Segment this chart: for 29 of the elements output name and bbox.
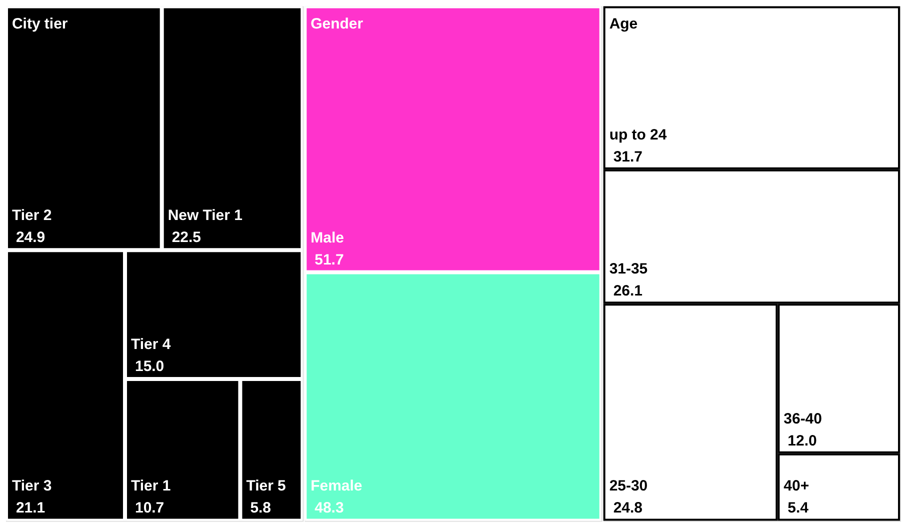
data-label: 5.8: [250, 500, 272, 517]
data-label: 10.7: [134, 500, 164, 517]
data-label: 26.1: [613, 282, 642, 300]
data-label: 12.0: [788, 432, 817, 450]
data-label: 15.0: [134, 358, 164, 375]
category-label: Tier 4: [130, 336, 172, 354]
text: Gender: [310, 15, 364, 32]
category-label: New Tier 1: [168, 207, 242, 224]
category-label: Male: [310, 229, 344, 246]
category-label: up to 24: [609, 126, 668, 144]
category-label: Tier 1: [130, 478, 171, 495]
data-label: 48.3: [314, 500, 344, 517]
category-label: Tier 2: [12, 207, 52, 224]
data-label: 5.4: [788, 500, 810, 517]
data-label: 51.7: [314, 251, 344, 268]
category-label: 31-35: [609, 260, 648, 278]
data-label: 24.8: [613, 500, 642, 517]
category-label: 25-30: [609, 478, 648, 495]
text: City tier: [12, 15, 68, 32]
category-label: 40+: [784, 478, 810, 495]
text: Age: [609, 15, 638, 32]
data-label: 21.1: [16, 500, 46, 517]
data-label: 24.9: [16, 229, 46, 246]
category-label: Tier 5: [246, 478, 286, 495]
category-label: Tier 3: [12, 478, 52, 495]
category-label: Female: [310, 478, 362, 495]
data-label: 22.5: [172, 229, 201, 246]
category-label: 36-40: [784, 410, 822, 428]
data-label: 31.7: [613, 148, 642, 166]
